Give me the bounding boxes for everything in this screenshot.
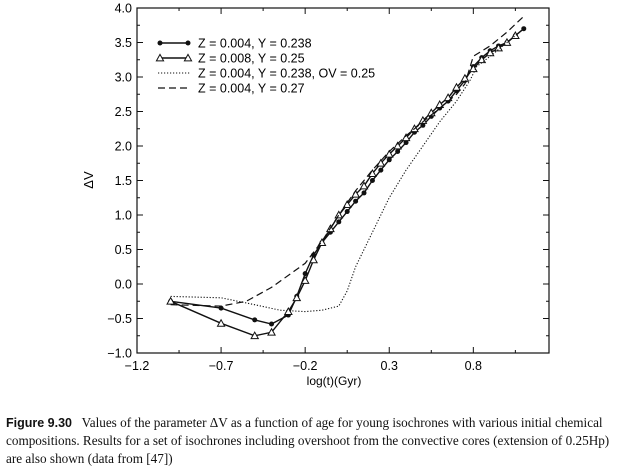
series-2-point [309,255,319,264]
series-2-point [384,149,394,158]
legend-label-2: Z = 0.008, Y = 0.25 [198,52,305,66]
series-2-point [292,293,302,302]
series-2-point [401,133,411,142]
series-line-4 [170,15,525,307]
series-2-point [300,275,310,284]
series-1-point [218,305,224,311]
y-axis-label: ΔV [81,171,96,189]
series-2-point [367,168,377,177]
series-1-point [269,321,275,327]
y-tick-label: 3.0 [115,71,132,85]
series-2-point [250,331,260,340]
y-tick-label: 0.0 [115,278,132,292]
series-2-point [166,296,176,305]
x-tick-label: −1.2 [125,359,150,373]
caption-text: Values of the parameter ΔV as a function… [6,415,610,466]
series-2-point [334,210,344,219]
series-2-point [460,73,470,82]
legend-marker-2 [155,53,165,62]
series-1-point [386,157,392,163]
series-2-point [216,318,226,327]
x-axis-label: log(t)(Gyr) [307,374,362,388]
y-tick-label: −1.0 [107,347,132,361]
y-tick-label: 1.5 [115,174,132,188]
figure-caption: Figure 9.30 Values of the parameter ΔV a… [6,414,626,468]
y-tick-label: −0.5 [107,312,132,326]
x-tick-label: −0.2 [293,359,318,373]
series-1-point [420,122,426,128]
series-2-point [376,158,386,167]
series-line-3 [170,28,525,313]
series-2-point [393,141,403,150]
y-tick-label: 3.5 [115,36,132,50]
series-1-point [336,219,342,225]
legend-marker-1 [157,40,163,46]
series-2-point [342,200,352,209]
series-2-point [359,181,369,190]
x-tick-label: 0.8 [465,359,482,373]
series-1-point [369,178,375,183]
legend-label-3: Z = 0.004, Y = 0.238, OV = 0.25 [198,67,375,81]
y-tick-label: 1.0 [115,209,132,223]
series-2-point [267,327,276,336]
series-2-point [452,82,461,91]
legend-marker-2 [183,53,193,62]
series-1-point [395,149,401,155]
y-tick-label: 2.0 [115,140,132,154]
x-tick-label: 0.3 [381,359,398,373]
legend-label-4: Z = 0.004, Y = 0.27 [198,82,305,96]
y-tick-label: 4.0 [115,2,132,16]
series-1-point [353,198,359,204]
series-1-point [302,271,308,277]
chart: −1.0 −0.5 0.0 0.5 1.0 1.5 2.0 2.5 3.0 3.5 4.0 −1.2 −… [81,2,550,388]
series-1-point [378,167,384,173]
plot-area: −1.0 −0.5 0.0 0.5 1.0 1.5 2.0 2.5 3.0 3.5 4.0 −1.2 −… [107,2,550,373]
legend-marker-1 [185,40,191,46]
figure-number: Figure 9.30 [6,416,72,430]
series-1-point [403,140,409,146]
y-tick-label: 0.5 [115,243,132,257]
y-tick-label: 2.5 [115,105,132,119]
series-1-point [344,209,350,215]
x-tick-label: −0.7 [209,359,234,373]
series-1-point [361,190,367,196]
legend-label-1: Z = 0.004, Y = 0.238 [198,37,312,51]
series-1-point [252,317,258,323]
